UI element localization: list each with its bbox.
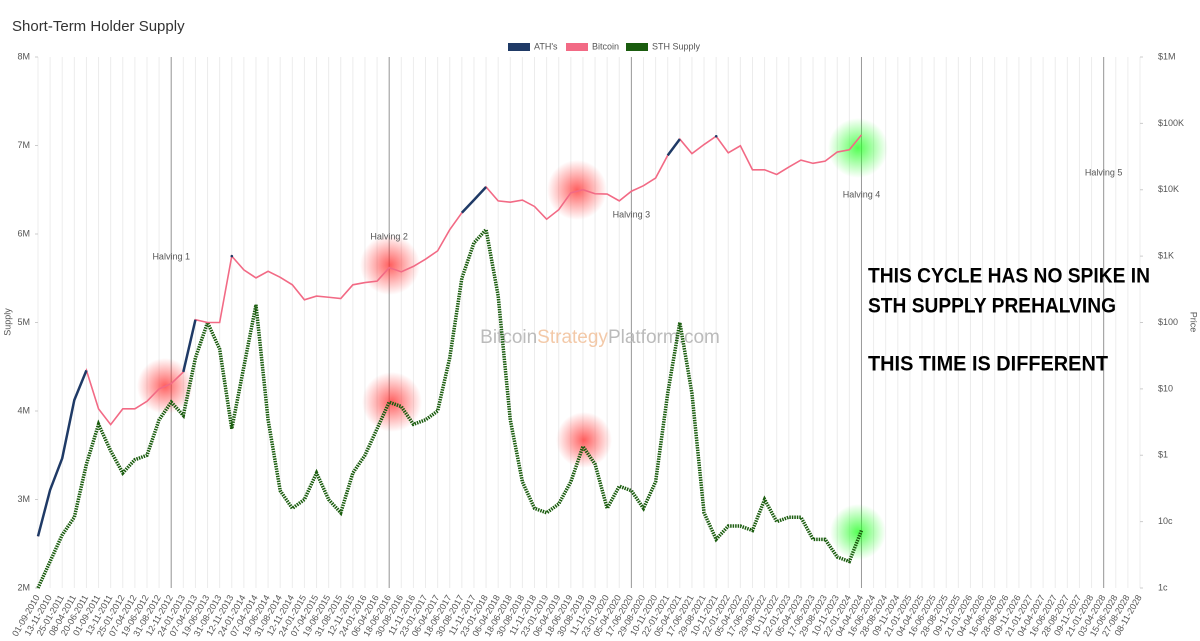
annotation: STH SUPPLY PREHALVING [868,295,1116,318]
y2-tick-label: 1c [1158,582,1168,592]
y2-axis-title: Price [1189,312,1199,333]
watermark-part: Platform.com [608,327,720,348]
y-tick-label: 3M [17,494,30,504]
watermark-part: Strategy [537,327,608,348]
y2-tick-label: $1 [1158,450,1168,460]
legend-label: STH Supply [652,41,701,51]
y-tick-label: 6M [17,228,30,238]
halving-label: Halving 2 [370,231,408,241]
glow [556,412,612,468]
glow [830,504,886,560]
y2-tick-label: $100 [1158,317,1178,327]
y-tick-label: 2M [17,582,30,592]
price-line [37,134,863,537]
legend-swatch [626,43,648,51]
watermark: BitcoinStrategyPlatform.com [480,327,720,348]
y-axis-title: Supply [2,308,12,336]
chart-title: Short-Term Holder Supply [12,18,185,35]
grid [35,56,1143,589]
halving-label: Halving 5 [1085,167,1123,177]
y2-tick-label: $100K [1158,118,1184,128]
price-line [460,186,487,214]
y2-tick-label: $10 [1158,383,1173,393]
price-line [182,319,197,373]
watermark-part: Bitcoin [480,327,537,348]
legend-swatch [508,43,530,51]
annotation: THIS TIME IS DIFFERENT [868,353,1108,376]
y-tick-label: 7M [17,140,30,150]
halving-label: Halving 1 [152,251,190,261]
y2-tick-label: $1M [1158,51,1176,61]
glow [360,235,420,295]
y2-tick-label: $1K [1158,251,1174,261]
y-tick-label: 5M [17,317,30,327]
glow [362,372,422,432]
y-tick-label: 4M [17,405,30,415]
y2-tick-label: 10c [1158,516,1173,526]
halving-label: Halving 4 [843,189,881,199]
highlights [137,118,888,560]
halving-label: Halving 3 [613,209,651,219]
y2-tick-label: $10K [1158,184,1179,194]
price-line [36,369,88,537]
sth-line [36,225,864,589]
legend-label: ATH's [534,41,558,51]
legend-swatch [566,43,588,51]
glow [828,118,888,178]
legend-label: Bitcoin [592,41,619,51]
price-line [666,138,681,157]
annotation: THIS CYCLE HAS NO SPIKE IN [868,265,1150,288]
y-tick-label: 8M [17,51,30,61]
